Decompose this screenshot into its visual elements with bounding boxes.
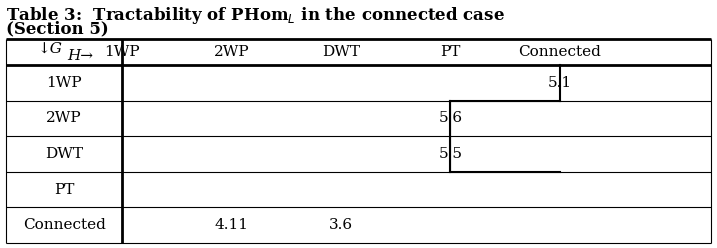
Text: 2WP: 2WP [47,111,82,125]
Text: 1WP: 1WP [47,76,82,90]
Text: 5.6: 5.6 [438,111,462,125]
Text: PT: PT [54,183,75,197]
Text: 3.6: 3.6 [329,218,353,232]
Text: PT: PT [440,45,461,59]
Text: Connected: Connected [23,218,105,232]
Text: ↓G: ↓G [38,42,62,56]
Text: 5.5: 5.5 [439,147,462,161]
Text: 4.11: 4.11 [214,218,249,232]
Text: (Section 5): (Section 5) [6,20,109,37]
Text: 2WP: 2WP [214,45,250,59]
Text: Table 3:  Tractability of PHom$_L$ in the connected case: Table 3: Tractability of PHom$_L$ in the… [6,5,505,26]
Text: H→: H→ [67,49,93,63]
Text: 5.1: 5.1 [548,76,572,90]
Text: Connected: Connected [518,45,602,59]
Text: DWT: DWT [322,45,360,59]
Text: DWT: DWT [45,147,83,161]
Text: 1WP: 1WP [105,45,140,59]
